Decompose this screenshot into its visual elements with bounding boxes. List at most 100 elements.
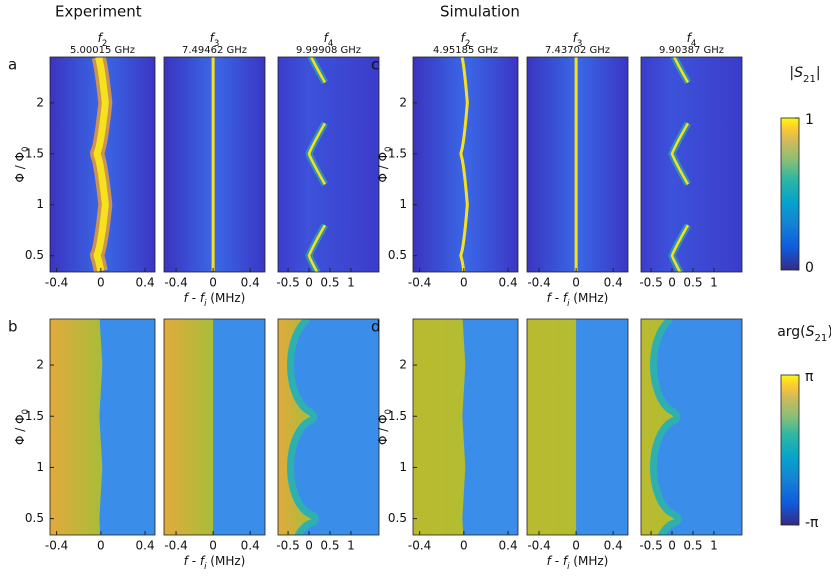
resonance <box>307 224 327 272</box>
colorbar-label-part: S <box>794 65 803 81</box>
resonance <box>672 57 690 84</box>
x-tick-label: -0.5 <box>639 276 662 290</box>
y-axis-label-part: 0 <box>21 146 31 152</box>
panel-frame <box>163 56 266 273</box>
panel-frame <box>526 318 629 536</box>
x-tick-label: -0.4 <box>527 276 550 290</box>
x-axis-label-part: f <box>184 554 190 568</box>
x-tick-label: -0.4 <box>45 539 68 553</box>
heatmap <box>527 319 628 535</box>
column-header-part: f <box>324 31 330 45</box>
panel-label: c <box>371 56 379 74</box>
heatmap-bg <box>278 57 379 272</box>
x-tick-label: 0 <box>572 539 580 553</box>
y-axis-label-part: Φ / Φ <box>376 414 390 445</box>
heatmap <box>641 319 742 535</box>
colorbar-label-part: S <box>806 324 815 340</box>
column-frequency: 4.95185 GHz <box>433 45 498 56</box>
heatmap <box>413 319 518 535</box>
x-tick-label: -0.4 <box>527 539 550 553</box>
heatmap <box>413 57 518 272</box>
colorbar-label-part: 21 <box>815 333 828 344</box>
x-tick-label: 0.4 <box>241 276 260 290</box>
x-axis-label-part: (MHz) <box>569 291 608 305</box>
panel-frame <box>526 56 629 273</box>
y-tick-label: 1.5 <box>25 409 44 423</box>
x-axis-label-part: i <box>204 299 207 309</box>
x-tick-label: 0.5 <box>683 276 702 290</box>
x-axis-label-part: - <box>188 554 200 568</box>
colorbar-label-part: arg( <box>777 324 805 340</box>
heatmap <box>164 319 265 535</box>
x-axis-label-part: i <box>567 562 570 572</box>
column-header-part: 4 <box>691 39 697 49</box>
x-axis-label-part: f <box>547 554 553 568</box>
y-tick-label: 1.5 <box>388 409 407 423</box>
colorbar-label-part: | <box>789 65 794 81</box>
y-axis-label-part: Φ / Φ <box>376 152 390 183</box>
x-tick-label: 1 <box>347 539 355 553</box>
colorbar-label-part: 21 <box>803 74 816 85</box>
y-tick-label: 1 <box>36 460 44 474</box>
column-header-part: 2 <box>102 39 108 49</box>
x-tick-label: 0.5 <box>320 539 339 553</box>
x-tick-label: 0.4 <box>499 276 518 290</box>
x-axis-label-part: (MHz) <box>206 554 245 568</box>
panel-label: a <box>8 56 17 74</box>
x-axis-label: f - fi (MHz) <box>184 291 246 309</box>
x-tick-label: 0 <box>209 539 217 553</box>
column-header-part: f <box>687 31 693 45</box>
colorbar-tick-label: 1 <box>805 112 814 128</box>
x-tick-label: 0 <box>668 539 676 553</box>
y-tick-label: 1.5 <box>388 146 407 160</box>
y-axis-label: Φ / Φ0 <box>376 409 394 445</box>
panel-frame <box>163 318 266 536</box>
x-tick-label: -0.4 <box>408 539 431 553</box>
colorbar-tick-label: π <box>805 369 814 385</box>
y-tick-label: 2 <box>36 95 44 109</box>
column-header-part: 3 <box>577 39 583 49</box>
y-axis-label: Φ / Φ0 <box>13 146 31 182</box>
column-header: f2 <box>461 31 471 49</box>
column-frequency: 7.49462 GHz <box>182 45 247 56</box>
x-axis-label: f - fi (MHz) <box>547 554 609 572</box>
x-tick-label: 0 <box>305 276 313 290</box>
y-axis-label: Φ / Φ0 <box>376 146 394 182</box>
x-axis-label-part: i <box>567 299 570 309</box>
panel-frame <box>640 318 743 536</box>
x-tick-label: 1 <box>710 539 718 553</box>
colorbar-tick-label: -π <box>805 515 819 531</box>
colorbar-label: arg(S21) <box>777 324 831 344</box>
panel-frame <box>49 56 156 273</box>
heatmap <box>50 319 155 535</box>
x-tick-label: 0 <box>460 276 468 290</box>
x-axis-label-part: f <box>547 291 553 305</box>
y-axis-label-part: 0 <box>384 146 394 152</box>
y-tick-label: 0.5 <box>388 511 407 525</box>
panel-frame <box>640 56 743 273</box>
column-frequency: 7.43702 GHz <box>545 45 610 56</box>
column-header: f3 <box>573 31 583 49</box>
phase-region <box>641 319 675 535</box>
resonance <box>670 224 690 272</box>
x-tick-label: -0.4 <box>164 539 187 553</box>
x-axis-label-part: i <box>204 562 207 572</box>
x-axis-label-part: f <box>563 554 569 568</box>
resonance <box>670 122 690 185</box>
column-frequency: 9.99908 GHz <box>296 45 361 56</box>
column-header-part: 2 <box>465 39 471 49</box>
y-tick-label: 0.5 <box>25 511 44 525</box>
x-tick-label: 0 <box>209 276 217 290</box>
y-tick-label: 1 <box>399 460 407 474</box>
y-tick-label: 1.5 <box>25 146 44 160</box>
x-tick-label: 1 <box>710 276 718 290</box>
x-axis-label-part: f <box>184 291 190 305</box>
colorbar-tick-label: 0 <box>805 260 814 276</box>
x-tick-label: 0 <box>305 539 313 553</box>
panel-frame <box>412 318 519 536</box>
x-tick-label: 0.4 <box>499 539 518 553</box>
colorbar-label: |S21| <box>789 65 820 85</box>
x-tick-label: 0.4 <box>136 276 155 290</box>
panel-label: b <box>8 318 18 336</box>
x-tick-label: 0.4 <box>136 539 155 553</box>
